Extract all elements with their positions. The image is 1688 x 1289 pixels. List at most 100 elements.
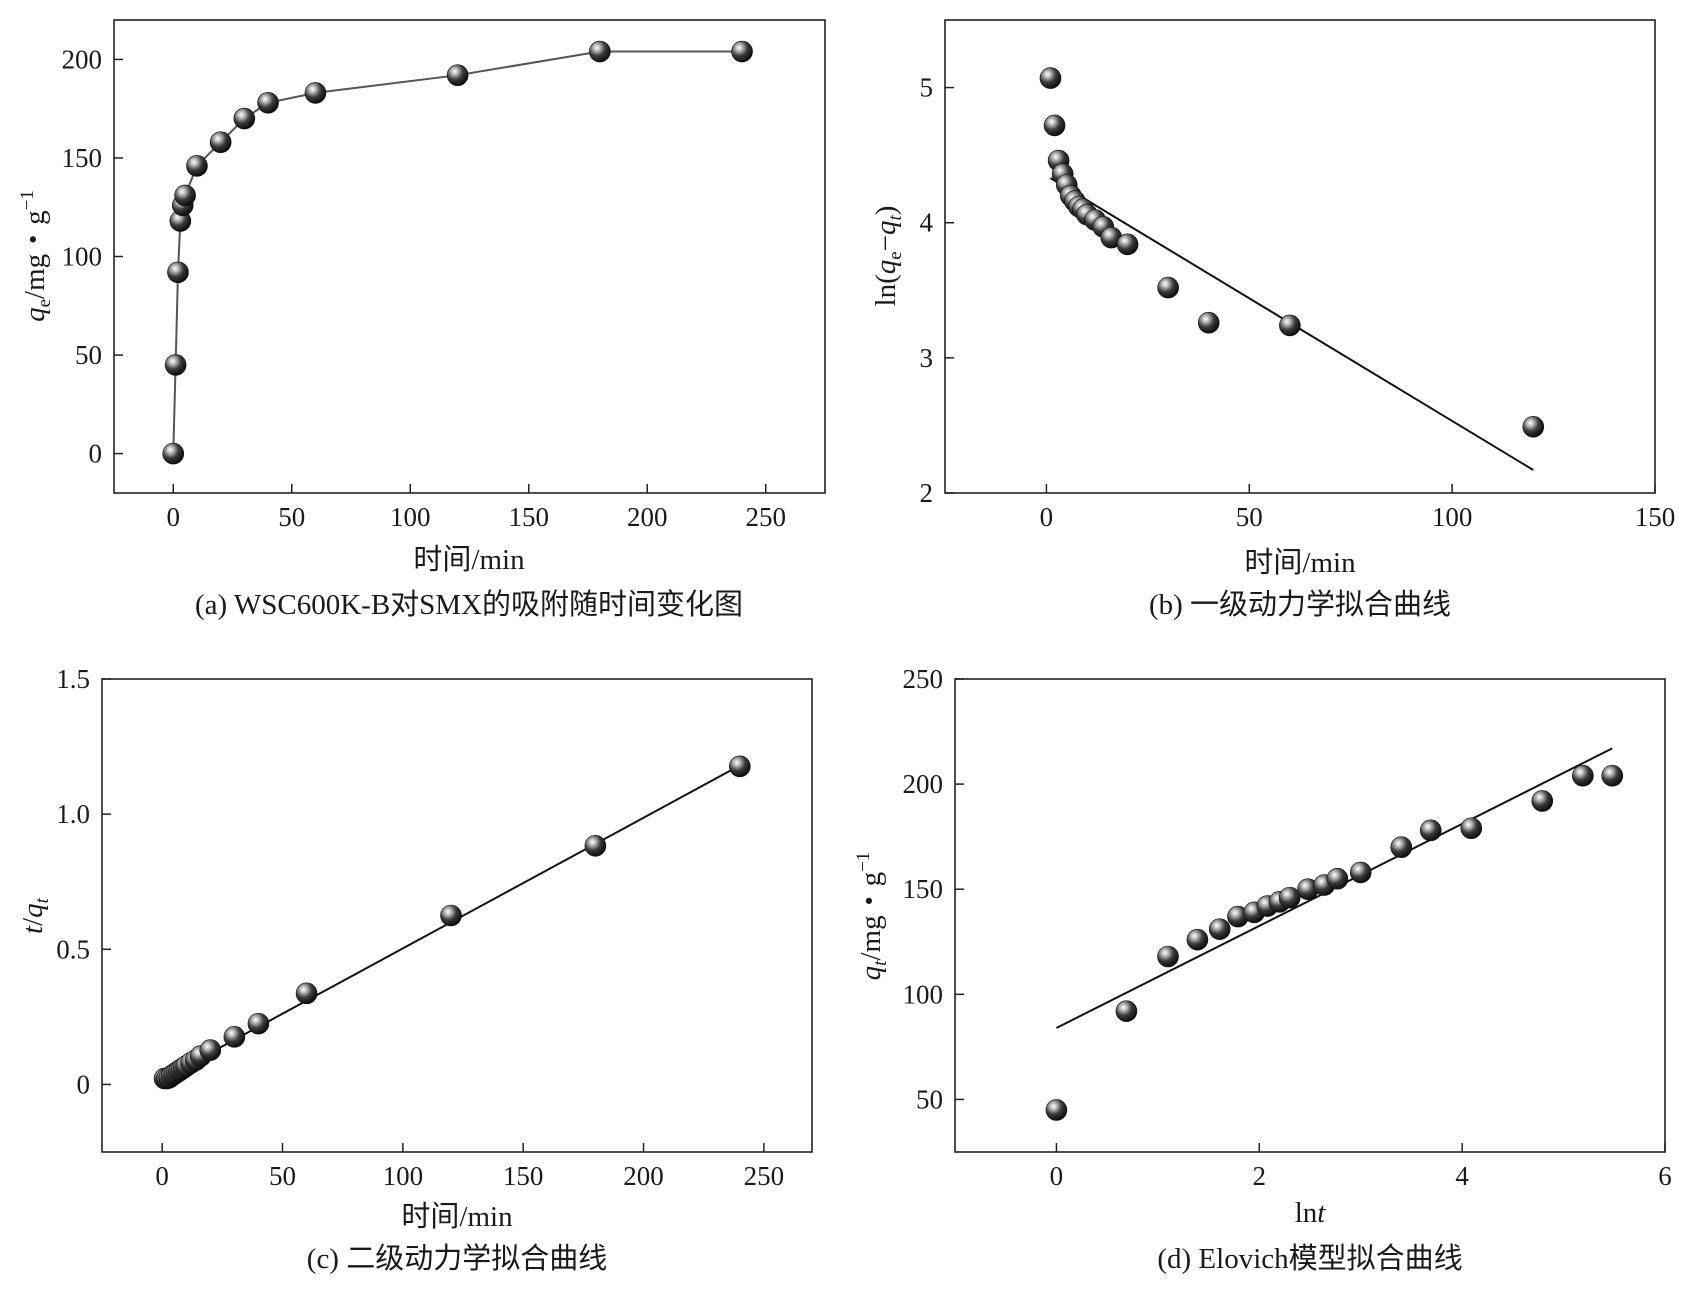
data-point-a xyxy=(164,354,187,376)
y-ticks-a: 0 50 100 150 200 xyxy=(62,44,123,469)
data-point-a xyxy=(446,64,469,86)
data-point-c xyxy=(295,982,318,1005)
y-label-a-unit: /mg・g xyxy=(19,210,51,299)
y-label-d-sup: −1 xyxy=(853,852,874,872)
data-point-a xyxy=(209,131,232,153)
y-axis-label-d: qt/mg・g−1 xyxy=(853,852,891,981)
panel-c: 0 50 100 150 200 250 00.51.01.5 时间/min t/qt (… xyxy=(17,664,813,1275)
data-point-b xyxy=(1279,314,1301,337)
data-point-d xyxy=(1460,817,1483,840)
x-tick-label-c: 100 xyxy=(383,1161,424,1191)
y-axis-label-c: t/qt xyxy=(17,897,53,934)
y-tick-label-a: 100 xyxy=(62,242,103,272)
x-tick-label-d: 4 xyxy=(1455,1161,1469,1191)
y-label-a-q: q xyxy=(19,307,51,322)
data-point-d xyxy=(1390,836,1413,858)
y-label-c-t: t xyxy=(17,925,49,934)
y-tick-label-c: 1.0 xyxy=(56,799,90,829)
y-label-a-sup: −1 xyxy=(17,190,38,210)
data-point-d xyxy=(1157,945,1179,968)
y-tick-label-c: 0.5 xyxy=(56,934,90,964)
data-point-d xyxy=(1601,764,1624,787)
data-point-d xyxy=(1115,1000,1138,1022)
y-label-a-sub: e xyxy=(34,299,55,307)
marks-c xyxy=(153,755,751,1090)
x-ticks-d: 0 2 4 6 xyxy=(1050,1143,1672,1191)
y-label-c-q: q xyxy=(17,903,49,918)
data-point-c xyxy=(199,1039,222,1061)
x-tick-label-d: 6 xyxy=(1658,1161,1672,1191)
data-point-c xyxy=(584,834,607,857)
data-point-a xyxy=(167,261,189,284)
y-tick-label-b: 2 xyxy=(920,478,934,508)
x-tick-label-c: 50 xyxy=(269,1161,296,1191)
x-tick-label-c: 200 xyxy=(623,1161,664,1191)
y-tick-label-a: 150 xyxy=(62,143,103,173)
data-point-a xyxy=(186,155,208,177)
caption-c: (c) 二级动力学拟合曲线 xyxy=(307,1242,607,1275)
y-tick-label-a: 0 xyxy=(89,439,103,469)
x-tick-label-b: 0 xyxy=(1040,502,1054,532)
y-label-c-slash: / xyxy=(17,917,49,926)
caption-b: (b) 一级动力学拟合曲线 xyxy=(1149,588,1451,621)
x-tick-label-a: 200 xyxy=(627,502,668,532)
panel-a: 0 50 100 150 200 250 0 50 100 150 200 时间/min qe/m… xyxy=(17,19,826,621)
y-tick-label-b: 4 xyxy=(920,208,934,238)
data-point-b xyxy=(1522,415,1545,438)
data-point-b xyxy=(1043,114,1066,137)
x-tick-label-d: 2 xyxy=(1253,1161,1267,1191)
data-point-a xyxy=(731,40,753,63)
data-point-d xyxy=(1326,867,1349,890)
data-point-b xyxy=(1197,311,1220,334)
y-tick-label-d: 50 xyxy=(916,1084,943,1114)
y-axis-label-a: qe/mg・g−1 xyxy=(17,190,55,322)
data-point-a xyxy=(162,442,185,465)
y-tick-label-d: 150 xyxy=(903,874,944,904)
x-tick-label-b: 50 xyxy=(1236,502,1263,532)
data-point-c xyxy=(728,755,751,778)
x-axis-label-b: 时间/min xyxy=(1244,546,1356,579)
y-label-b-sub1: e xyxy=(885,251,906,259)
x-ticks-a: 0 50 100 150 200 250 xyxy=(167,484,787,532)
y-tick-label-c: 1.5 xyxy=(56,664,90,694)
y-label-b-mid: − xyxy=(870,235,902,251)
data-point-d xyxy=(1186,928,1209,951)
x-tick-label-c: 150 xyxy=(503,1161,544,1191)
x-tick-label-a: 50 xyxy=(278,502,305,532)
x-tick-label-b: 150 xyxy=(1635,502,1676,532)
caption-d: (d) Elovich模型拟合曲线 xyxy=(1157,1242,1462,1275)
y-label-b-q1: q xyxy=(870,260,902,275)
plot-frame-c xyxy=(101,678,813,1153)
data-point-b xyxy=(1157,276,1179,299)
y-tick-label-a: 200 xyxy=(62,44,103,74)
x-tick-label-c: 0 xyxy=(155,1161,169,1191)
data-point-d xyxy=(1045,1099,1068,1121)
data-point-c xyxy=(223,1026,246,1048)
x-tick-label-b: 100 xyxy=(1432,502,1473,532)
data-point-b xyxy=(1116,233,1139,256)
y-label-b-post: ) xyxy=(870,206,902,216)
y-label-b-sub2: t xyxy=(885,214,906,220)
data-point-c xyxy=(440,904,462,927)
data-point-a xyxy=(304,82,327,104)
x-label-d-pre: ln xyxy=(1295,1197,1318,1229)
y-label-b-q2: q xyxy=(870,220,902,235)
data-point-d xyxy=(1349,861,1372,884)
y-label-d-sub: t xyxy=(870,960,891,966)
marks-b xyxy=(1039,67,1545,471)
x-axis-label-c: 时间/min xyxy=(401,1200,513,1233)
x-axis-label-d: lnt xyxy=(1295,1197,1327,1229)
x-tick-label-a: 0 xyxy=(167,502,181,532)
marks-a xyxy=(162,40,753,465)
data-point-d xyxy=(1278,886,1301,909)
data-point-a xyxy=(589,40,611,63)
x-tick-label-a: 250 xyxy=(746,502,787,532)
data-point-d xyxy=(1572,764,1594,787)
y-tick-label-d: 100 xyxy=(903,979,944,1009)
x-tick-label-a: 150 xyxy=(509,502,550,532)
y-ticks-d: 50 100 150 200 250 xyxy=(903,664,964,1114)
x-tick-label-c: 250 xyxy=(744,1161,785,1191)
y-tick-label-d: 200 xyxy=(903,769,944,799)
